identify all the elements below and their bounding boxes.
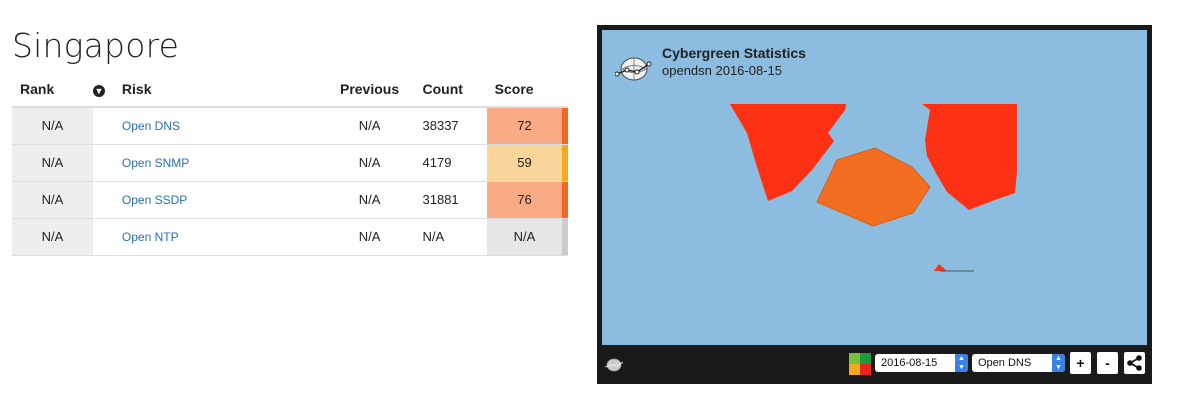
map-region-singapore[interactable] [816, 147, 931, 227]
score-cell: 76 [486, 181, 563, 219]
previous-cell: N/A [326, 218, 413, 256]
sort-toggle[interactable]: ▼ [92, 72, 118, 108]
select-arrows-icon: ▲ ▼ [1052, 354, 1065, 372]
header-score[interactable]: Score [486, 72, 563, 108]
count-cell: N/A [412, 218, 487, 256]
risk-table: Rank ▼ Risk Previous Count Score N/A Ope… [12, 72, 568, 256]
previous-cell: N/A [326, 181, 413, 219]
cybergreen-mini-logo-icon [605, 358, 623, 372]
count-cell: 4179 [412, 144, 487, 182]
table-row: N/A Open NTP N/A N/A N/A [12, 218, 568, 256]
sort-down-icon[interactable]: ▼ [92, 85, 105, 97]
page-title: Singapore [12, 26, 180, 65]
map-region-north-left[interactable] [730, 104, 1017, 210]
score-bar [562, 144, 568, 182]
rank-cell: N/A [12, 218, 93, 256]
score-cell: N/A [486, 218, 563, 256]
share-icon [1127, 355, 1142, 371]
previous-cell: N/A [326, 107, 413, 145]
table-row: N/A Open DNS N/A 38337 72 [12, 107, 568, 145]
map-region-south-islet[interactable] [934, 264, 947, 271]
score-cell: 59 [486, 144, 563, 182]
risk-select-value: Open DNS [978, 357, 1032, 369]
map-subtitle: opendsn 2016-08-15 [662, 63, 782, 78]
map-widget: Cybergreen Statistics opendsn 2016-08-15… [597, 25, 1152, 384]
color-legend-icon [849, 353, 871, 375]
rank-cell: N/A [12, 107, 93, 145]
previous-cell: N/A [326, 144, 413, 182]
zoom-in-button[interactable]: + [1070, 352, 1091, 374]
header-previous[interactable]: Previous [326, 72, 413, 108]
header-risk[interactable]: Risk [117, 72, 327, 108]
risk-link-open-snmp[interactable]: Open SNMP [121, 156, 190, 170]
count-cell: 31881 [412, 181, 487, 219]
table-row: N/A Open SNMP N/A 4179 59 [12, 144, 568, 182]
map-svg[interactable] [602, 30, 1147, 345]
score-bar [562, 107, 568, 145]
score-bar [562, 218, 568, 256]
map-controls: 2016-08-15 ▲ ▼ Open DNS ▲ ▼ + - [597, 347, 1152, 384]
table-row: N/A Open SSDP N/A 31881 76 [12, 181, 568, 219]
rank-cell: N/A [12, 144, 93, 182]
share-button[interactable] [1124, 352, 1145, 374]
risk-link-open-dns[interactable]: Open DNS [121, 119, 180, 134]
table-header-row: Rank ▼ Risk Previous Count Score [12, 72, 568, 108]
zoom-out-button[interactable]: - [1097, 352, 1118, 374]
risk-link-open-ssdp[interactable]: Open SSDP [121, 193, 188, 207]
count-cell: 38337 [412, 107, 487, 145]
date-select-value: 2016-08-15 [881, 357, 938, 369]
score-cell: 72 [486, 107, 563, 145]
map-title: Cybergreen Statistics [662, 45, 806, 61]
score-bar [562, 181, 568, 219]
select-arrows-icon: ▲ ▼ [955, 354, 968, 372]
header-count[interactable]: Count [412, 72, 487, 108]
map-canvas[interactable]: Cybergreen Statistics opendsn 2016-08-15 [602, 30, 1147, 345]
date-select[interactable]: 2016-08-15 ▲ ▼ [875, 354, 968, 372]
header-rank[interactable]: Rank [12, 72, 93, 108]
cybergreen-logo-icon [615, 57, 652, 81]
risk-link-open-ntp[interactable]: Open NTP [121, 230, 179, 244]
rank-cell: N/A [12, 181, 93, 219]
risk-select[interactable]: Open DNS ▲ ▼ [972, 354, 1065, 372]
